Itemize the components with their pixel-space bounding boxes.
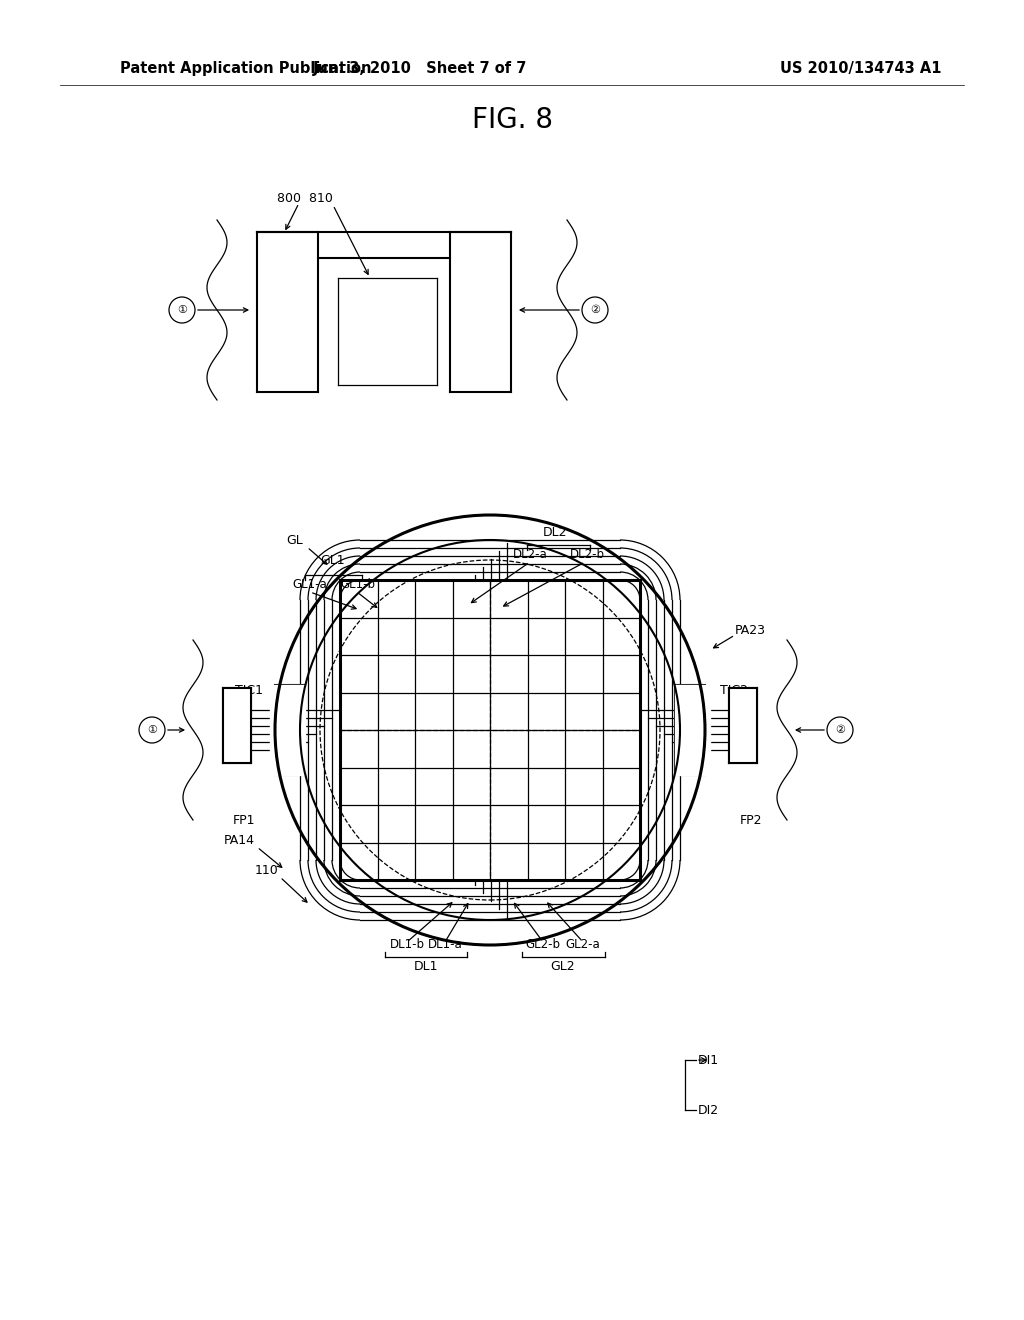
- Text: ②: ②: [590, 305, 600, 315]
- Text: FP2: FP2: [740, 813, 763, 826]
- Text: GL1-a: GL1-a: [293, 578, 328, 590]
- Text: GL1-b: GL1-b: [341, 578, 376, 590]
- Text: 800  810: 800 810: [278, 191, 333, 205]
- Text: GL2: GL2: [551, 960, 575, 973]
- Text: ①: ①: [177, 305, 187, 315]
- Text: PA23: PA23: [735, 623, 766, 636]
- Bar: [223, 688, 251, 763]
- Text: DL1-a: DL1-a: [428, 939, 463, 952]
- Bar: [675, 685, 710, 775]
- Text: DI2: DI2: [698, 1104, 719, 1117]
- Text: FP1: FP1: [232, 813, 255, 826]
- Text: PA14: PA14: [224, 833, 255, 846]
- Text: TIC2: TIC2: [720, 684, 748, 697]
- Text: DL2-b: DL2-b: [569, 549, 604, 561]
- Text: DI1: DI1: [698, 1053, 719, 1067]
- Text: DL1-b: DL1-b: [389, 939, 425, 952]
- Bar: [270, 685, 305, 775]
- Text: GL1: GL1: [321, 553, 345, 566]
- Text: US 2010/134743 A1: US 2010/134743 A1: [780, 61, 941, 75]
- Text: Patent Application Publication: Patent Application Publication: [120, 61, 372, 75]
- Text: GL2-a: GL2-a: [565, 939, 600, 952]
- Text: TIC1: TIC1: [234, 684, 263, 697]
- Text: GL2-b: GL2-b: [525, 939, 560, 952]
- Text: DL2: DL2: [543, 527, 567, 540]
- Bar: [729, 688, 757, 763]
- Text: ②: ②: [835, 725, 845, 735]
- Text: DL2-a: DL2-a: [513, 549, 548, 561]
- Text: DL1: DL1: [414, 960, 438, 973]
- Text: FIG. 8: FIG. 8: [471, 106, 553, 135]
- Text: Jun. 3, 2010   Sheet 7 of 7: Jun. 3, 2010 Sheet 7 of 7: [312, 61, 527, 75]
- Text: ①: ①: [147, 725, 157, 735]
- Text: GL: GL: [287, 533, 303, 546]
- Text: 110: 110: [254, 863, 278, 876]
